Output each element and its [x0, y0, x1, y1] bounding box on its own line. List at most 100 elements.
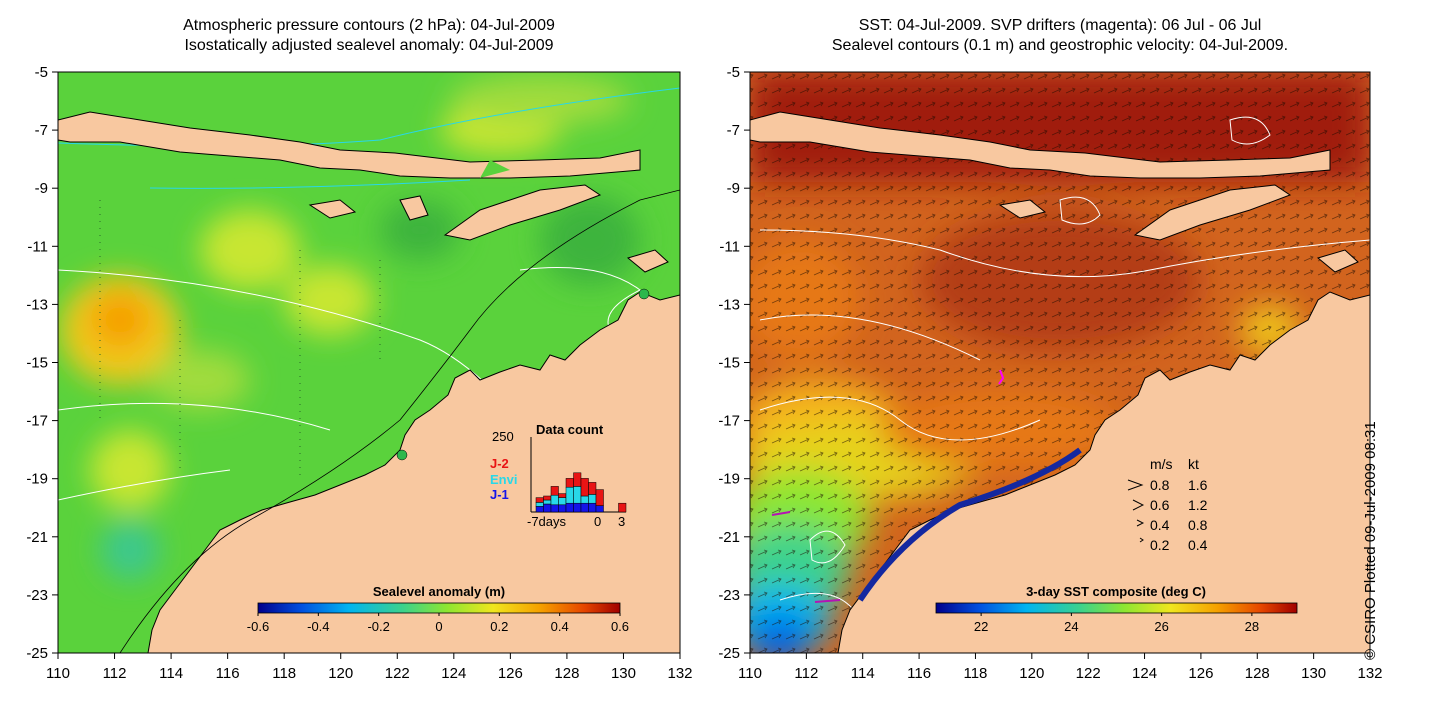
right-lat-tick: -13: [718, 296, 740, 313]
right-lat-tick: -17: [718, 413, 740, 430]
inset-ytick: 250: [492, 429, 514, 444]
velocity-legend: m/s kt 0.8 1.6 0.6 1.2 0.4 0.8 0.2 0.4: [1127, 456, 1208, 553]
left-lat-tick: -13: [26, 296, 48, 313]
right-lat-tick: -9: [727, 180, 740, 197]
velocity-legend-kt-header: kt: [1188, 456, 1199, 472]
left-lon-tick: 120: [328, 665, 353, 682]
inset-legend-j2: J-2: [490, 456, 509, 471]
inset-title: Data count: [536, 422, 604, 437]
velocity-row-2-kt: 1.2: [1188, 497, 1208, 513]
inset-bar-envi: [535, 502, 544, 507]
right-lon-tick: 132: [1357, 665, 1382, 682]
inset-bar-j2: [550, 486, 559, 496]
inset-legend-j1: J-1: [490, 487, 509, 502]
right-lon-tick: 126: [1188, 665, 1213, 682]
left-lat-tick: -23: [26, 587, 48, 604]
inset-bar-j2: [595, 489, 604, 506]
velocity-row-3-ms: 0.4: [1150, 517, 1170, 533]
velocity-legend-ms-header: m/s: [1150, 456, 1173, 472]
north-islands-land-right: [750, 111, 1331, 179]
left-lat-tick: -17: [26, 413, 48, 430]
inset-xtick-start: -7days: [527, 514, 567, 529]
sst-colorbar-tick: 24: [1064, 619, 1078, 634]
left-lat-tick: -21: [26, 529, 48, 546]
right-lon-tick: 114: [851, 665, 875, 682]
velocity-row-1-kt: 1.6: [1188, 477, 1208, 493]
right-lon-tick: 120: [1019, 665, 1044, 682]
right-title: SST: 04-Jul-2009. SVP drifters (magenta)…: [750, 16, 1370, 56]
inset-bar-j1: [558, 504, 567, 513]
sealevel-colorbar: Sealevel anomaly (m) -0.6 -0.4 -0.2 0 0.2 0.4…: [247, 584, 629, 634]
inset-bar-envi: [543, 499, 552, 505]
anomaly-blobs: [60, 75, 640, 580]
sealevel-colorbar-tick: 0.4: [551, 619, 569, 634]
right-lon-tick: 124: [1132, 665, 1157, 682]
left-lon-tick: 116: [216, 665, 240, 682]
right-lat-tick: -19: [718, 471, 740, 488]
inset-bar-envi: [558, 497, 567, 506]
left-title-line1: Atmospheric pressure contours (2 hPa): 0…: [183, 17, 555, 34]
inset-bar-j2: [588, 482, 597, 495]
right-lat-tick: -5: [727, 64, 740, 81]
left-lat-ticks: -5 -7 -9 -11 -13 -15 -17 -19 -21 -23 -25: [26, 64, 58, 662]
sealevel-colorbar-tick: 0.2: [490, 619, 508, 634]
right-lat-tick: -25: [718, 645, 740, 662]
inset-bar-j2: [565, 478, 574, 488]
sst-colorbar-label: 3-day SST composite (deg C): [1026, 584, 1206, 599]
left-lon-tick: 122: [385, 665, 410, 682]
right-lat-ticks: -5 -7 -9 -11 -13 -15 -17 -19 -21 -23 -25: [718, 64, 750, 662]
sealevel-colorbar-tick: -0.2: [367, 619, 389, 634]
inset-bar-envi: [580, 495, 589, 504]
left-title-line2: Isostatically adjusted sealevel anomaly:…: [184, 37, 554, 54]
sealevel-colorbar-label: Sealevel anomaly (m): [373, 584, 505, 599]
inset-bar-j2: [535, 497, 544, 503]
sst-colorbar-tick: 22: [974, 619, 988, 634]
sealevel-colorbar-tick: -0.4: [307, 619, 329, 634]
left-lon-tick: 130: [611, 665, 636, 682]
left-lon-tick: 112: [103, 665, 127, 682]
inset-bar-j2: [543, 495, 552, 501]
inset-bar-envi: [550, 494, 559, 506]
sst-map: m/s kt 0.8 1.6 0.6 1.2 0.4 0.8 0.2 0.4 3…: [718, 64, 1383, 682]
sealevel-anomaly-map: Data count 250 J-2 Envi J-1 -7days 0 3 S…: [26, 64, 692, 682]
credit-text: © CSIRO Plotted 09-Jul-2009 08:31: [1362, 421, 1379, 660]
left-lat-tick: -7: [35, 122, 48, 139]
left-lat-tick: -15: [26, 355, 48, 372]
inset-bar-j1: [565, 502, 574, 513]
inset-xtick-zero: 0: [594, 514, 601, 529]
left-lon-tick: 132: [667, 665, 692, 682]
left-lat-tick: -11: [27, 238, 48, 255]
inset-bar-j1: [573, 502, 582, 513]
inset-bars: [535, 472, 627, 513]
sst-colorbar-tick: 26: [1154, 619, 1168, 634]
right-lon-tick: 118: [963, 665, 987, 682]
data-count-inset: Data count 250 J-2 Envi J-1 -7days 0 3: [490, 422, 627, 529]
inset-bar-envi: [565, 486, 574, 504]
right-lon-tick: 112: [794, 665, 818, 682]
left-title: Atmospheric pressure contours (2 hPa): 0…: [58, 16, 680, 56]
right-lon-ticks: 110 112 114 116 118 120 122 124 126 128 130 132: [738, 653, 1383, 682]
left-lon-tick: 114: [159, 665, 183, 682]
timor-island-right: [1133, 184, 1292, 241]
left-lon-tick: 128: [554, 665, 579, 682]
inset-bar-j1: [588, 502, 597, 513]
inset-bar-j1: [580, 502, 589, 513]
inset-bar-j2: [558, 493, 567, 498]
velocity-row-1-ms: 0.8: [1150, 477, 1170, 493]
sealevel-colorbar-tick: 0: [435, 619, 442, 634]
right-lon-tick: 130: [1301, 665, 1326, 682]
timor-island: [443, 184, 602, 241]
right-lat-tick: -7: [727, 122, 740, 139]
left-lon-tick: 126: [498, 665, 523, 682]
right-title-line2: Sealevel contours (0.1 m) and geostrophi…: [831, 37, 1289, 54]
inset-bar-j2: [618, 502, 627, 513]
inset-legend-envi: Envi: [490, 472, 517, 487]
right-lat-tick: -23: [718, 587, 740, 604]
sst-colorbar-tick: 28: [1245, 619, 1259, 634]
left-lat-tick: -19: [26, 471, 48, 488]
velocity-row-4-ms: 0.2: [1150, 537, 1170, 553]
right-lon-tick: 116: [907, 665, 931, 682]
inset-bar-j1: [535, 506, 544, 513]
left-lat-tick: -9: [35, 180, 48, 197]
velocity-row-3-kt: 0.8: [1188, 517, 1208, 533]
